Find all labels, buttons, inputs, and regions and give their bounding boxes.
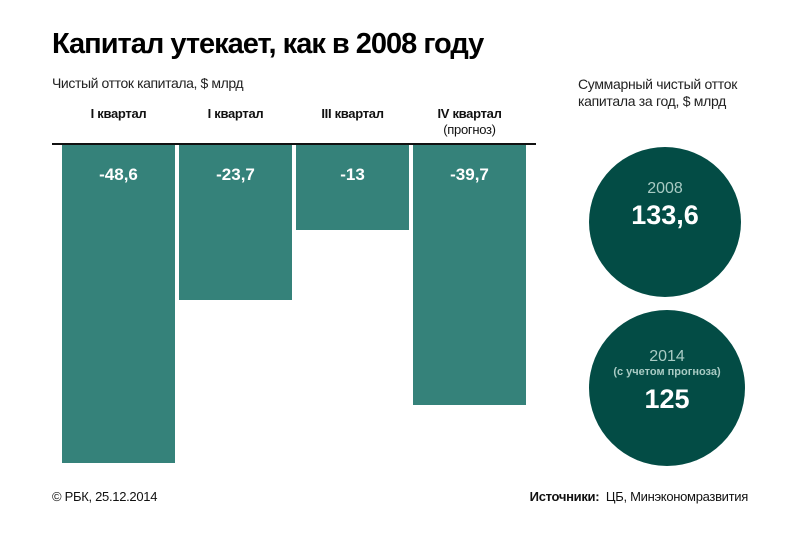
- chart-baseline: [52, 143, 536, 145]
- sources-text: ЦБ, Минэкономразвития: [605, 489, 748, 504]
- bar-value-label: -39,7: [450, 165, 489, 184]
- total-circle-2008: 2008 133,6: [589, 147, 741, 297]
- category-text: III квартал: [321, 106, 384, 121]
- bar-value-label: -13: [340, 165, 365, 184]
- category-label: I квартал: [179, 106, 292, 122]
- category-text: I квартал: [207, 106, 264, 121]
- copyright: © РБК, 25.12.2014: [52, 489, 158, 504]
- category-label: I квартал: [62, 106, 175, 122]
- bar: [296, 145, 409, 231]
- sources: Источники: ЦБ, Минэкономразвития: [529, 489, 749, 504]
- totals-title: Суммарный чистый отток капитала за год, …: [578, 76, 738, 109]
- bar-value-label: -48,6: [99, 165, 138, 184]
- total-note: (с учетом прогноза): [613, 366, 721, 378]
- bar-value-label: -23,7: [216, 165, 255, 184]
- bar: [179, 145, 292, 301]
- total-value: 125: [644, 384, 690, 414]
- category-text: IV квартал: [437, 106, 502, 121]
- bar: [62, 145, 175, 463]
- chart-ylabel: Чистый отток капитала, $ млрд: [52, 75, 244, 91]
- total-year: 2008: [647, 180, 683, 197]
- total-value: 133,6: [631, 200, 699, 230]
- page-title: Капитал утекает, как в 2008 году: [52, 28, 484, 60]
- category-label: IV квартал (прогноз): [413, 106, 526, 138]
- bar: [413, 145, 526, 405]
- total-year: 2014: [649, 348, 685, 365]
- category-text: I квартал: [90, 106, 147, 121]
- category-note: (прогноз): [443, 122, 496, 137]
- sources-label: Источники:: [529, 489, 600, 504]
- total-circle-2014: 2014 (с учетом прогноза) 125: [589, 310, 745, 466]
- category-label: III квартал: [296, 106, 409, 122]
